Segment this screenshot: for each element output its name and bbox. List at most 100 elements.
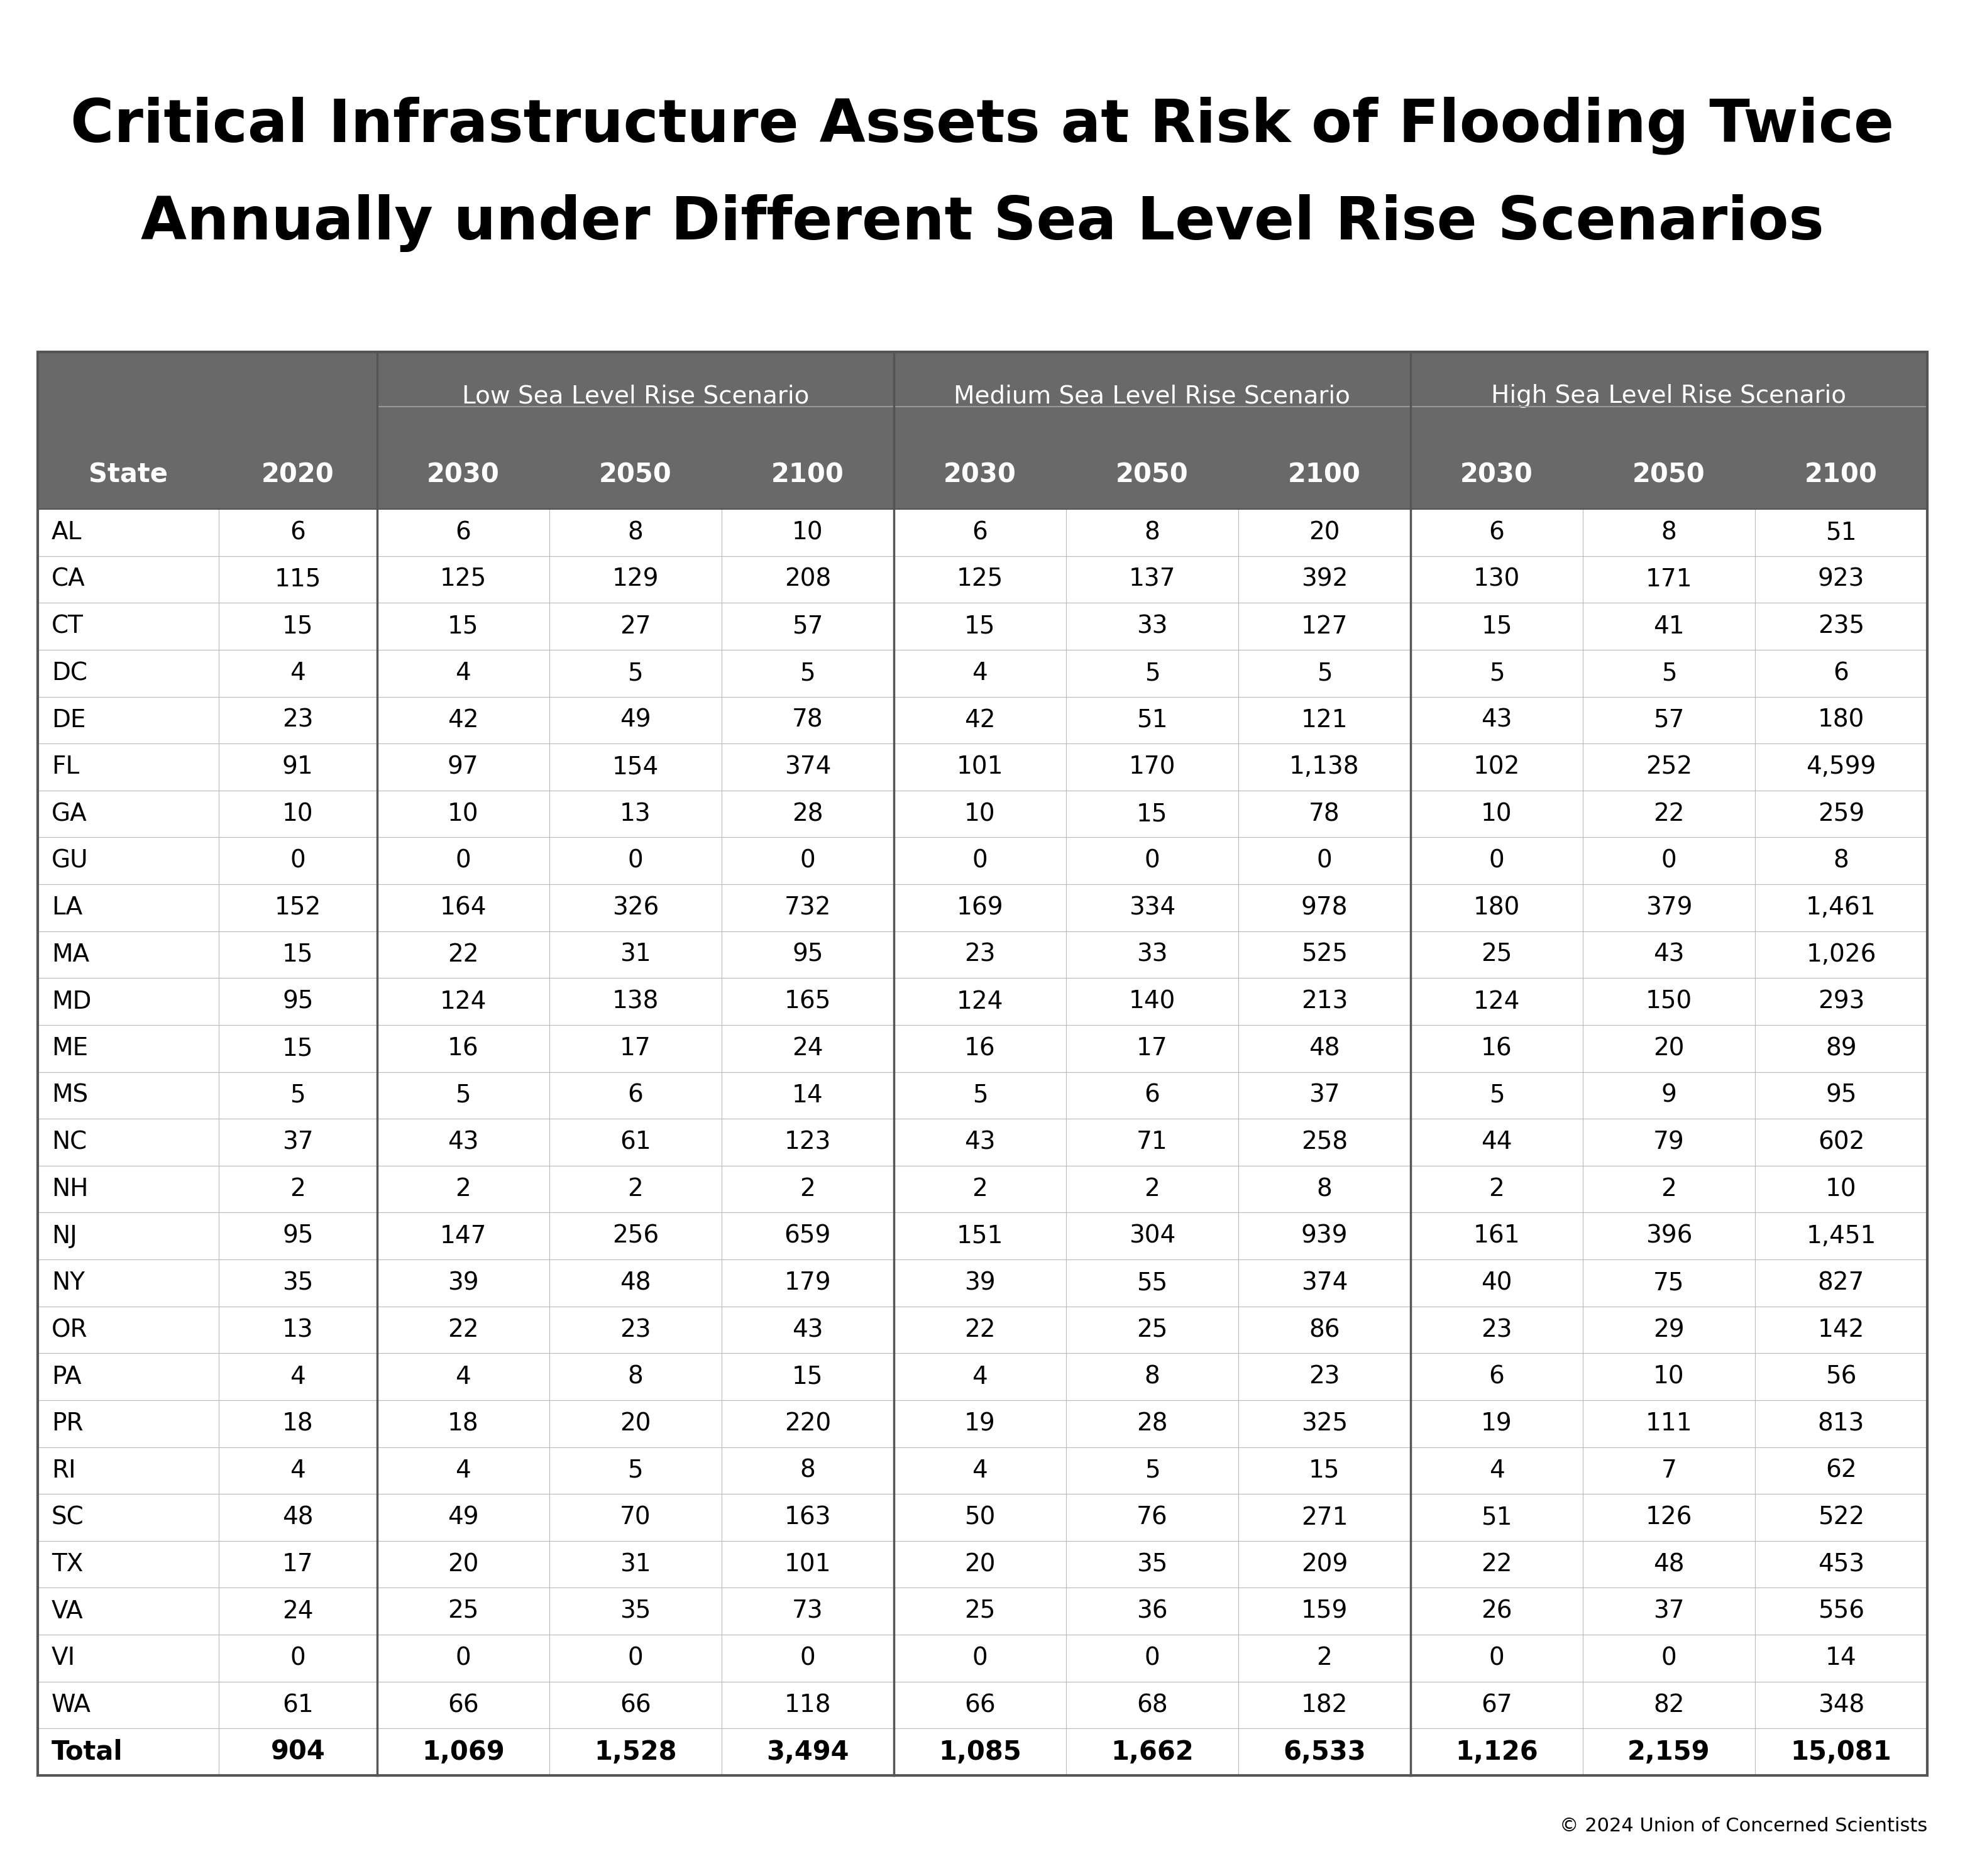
Bar xyxy=(1411,1493,1582,1540)
Bar xyxy=(37,508,218,555)
Text: 1,085: 1,085 xyxy=(939,1739,1022,1765)
Text: 124: 124 xyxy=(957,991,1004,1013)
Text: 0: 0 xyxy=(973,1647,988,1670)
Text: NC: NC xyxy=(51,1131,86,1154)
Text: 71: 71 xyxy=(1136,1131,1167,1154)
Text: 23: 23 xyxy=(1482,1319,1513,1341)
Text: 118: 118 xyxy=(784,1694,831,1717)
Bar xyxy=(894,508,1067,555)
Bar xyxy=(1238,1071,1411,1118)
Bar xyxy=(1411,441,1582,508)
Text: 525: 525 xyxy=(1301,944,1348,966)
Bar xyxy=(721,1681,894,1728)
Text: 2: 2 xyxy=(1317,1647,1332,1670)
Text: 23: 23 xyxy=(1309,1366,1340,1388)
Text: 1,662: 1,662 xyxy=(1110,1739,1193,1765)
Text: © 2024 Union of Concerned Scientists: © 2024 Union of Concerned Scientists xyxy=(1560,1816,1928,1835)
Bar xyxy=(1582,1071,1755,1118)
Bar xyxy=(218,1306,377,1353)
Text: MD: MD xyxy=(51,991,92,1013)
Bar xyxy=(894,555,1067,602)
Bar xyxy=(37,1071,218,1118)
Text: 10: 10 xyxy=(1482,803,1513,825)
Bar xyxy=(1238,930,1411,977)
Bar xyxy=(894,1212,1067,1259)
Bar xyxy=(37,1165,218,1212)
Bar xyxy=(1067,1024,1238,1071)
Bar xyxy=(1238,884,1411,930)
Text: 56: 56 xyxy=(1825,1366,1857,1388)
Bar xyxy=(894,743,1067,790)
Bar xyxy=(550,555,721,602)
Text: 6: 6 xyxy=(627,1084,643,1107)
Text: 213: 213 xyxy=(1301,991,1348,1013)
Bar xyxy=(721,1493,894,1540)
Bar xyxy=(377,696,550,743)
Bar xyxy=(1238,1353,1411,1399)
Bar xyxy=(37,1634,218,1681)
Text: 8: 8 xyxy=(1317,1178,1332,1201)
Text: 82: 82 xyxy=(1653,1694,1684,1717)
Bar xyxy=(894,790,1067,837)
Bar xyxy=(550,1681,721,1728)
Bar xyxy=(721,441,894,508)
Text: 76: 76 xyxy=(1136,1506,1167,1529)
Bar xyxy=(1755,1165,1928,1212)
Bar xyxy=(1067,790,1238,837)
Text: 51: 51 xyxy=(1482,1506,1513,1529)
Bar xyxy=(550,1587,721,1634)
Bar xyxy=(1067,1212,1238,1259)
Text: 5: 5 xyxy=(1660,660,1676,685)
Text: 4: 4 xyxy=(291,660,307,685)
Text: 7: 7 xyxy=(1660,1460,1676,1482)
Bar xyxy=(1238,1165,1411,1212)
Bar xyxy=(218,1446,377,1493)
Bar xyxy=(1755,1306,1928,1353)
Bar xyxy=(1755,1353,1928,1399)
Text: 4: 4 xyxy=(291,1366,307,1388)
Bar xyxy=(37,353,377,441)
Bar xyxy=(1067,1353,1238,1399)
Text: 19: 19 xyxy=(1482,1413,1513,1435)
Bar xyxy=(218,602,377,649)
Text: 20: 20 xyxy=(619,1413,650,1435)
Bar xyxy=(377,1071,550,1118)
Bar xyxy=(1755,649,1928,696)
Text: 326: 326 xyxy=(611,897,658,919)
Bar xyxy=(37,353,1928,1775)
Bar xyxy=(721,884,894,930)
Bar xyxy=(721,649,894,696)
Bar xyxy=(721,790,894,837)
Bar xyxy=(218,1728,377,1775)
Text: GU: GU xyxy=(51,850,88,872)
Text: 2030: 2030 xyxy=(426,461,499,488)
Bar xyxy=(1238,696,1411,743)
Bar xyxy=(894,977,1067,1024)
Bar xyxy=(1411,1587,1582,1634)
Bar xyxy=(1238,649,1411,696)
Text: 0: 0 xyxy=(627,850,643,872)
Text: 1,126: 1,126 xyxy=(1456,1739,1539,1765)
Bar xyxy=(894,649,1067,696)
Text: 24: 24 xyxy=(792,1037,823,1060)
Text: 43: 43 xyxy=(1653,944,1684,966)
Bar xyxy=(1582,1446,1755,1493)
Text: 8: 8 xyxy=(1660,520,1676,544)
Text: 396: 396 xyxy=(1645,1225,1692,1248)
Text: 0: 0 xyxy=(1660,850,1676,872)
Text: 151: 151 xyxy=(957,1225,1004,1248)
Text: 41: 41 xyxy=(1653,613,1684,638)
Text: 48: 48 xyxy=(1309,1037,1340,1060)
Bar xyxy=(1582,649,1755,696)
Text: 13: 13 xyxy=(283,1319,312,1341)
Text: 379: 379 xyxy=(1645,897,1692,919)
Text: 164: 164 xyxy=(440,897,487,919)
Text: 147: 147 xyxy=(440,1225,487,1248)
Text: 15,081: 15,081 xyxy=(1790,1739,1892,1765)
Text: 15: 15 xyxy=(448,613,479,638)
Bar xyxy=(1755,1587,1928,1634)
Bar xyxy=(1755,1118,1928,1165)
Text: 2,159: 2,159 xyxy=(1627,1739,1710,1765)
Text: 49: 49 xyxy=(448,1506,479,1529)
Text: 121: 121 xyxy=(1301,707,1348,732)
